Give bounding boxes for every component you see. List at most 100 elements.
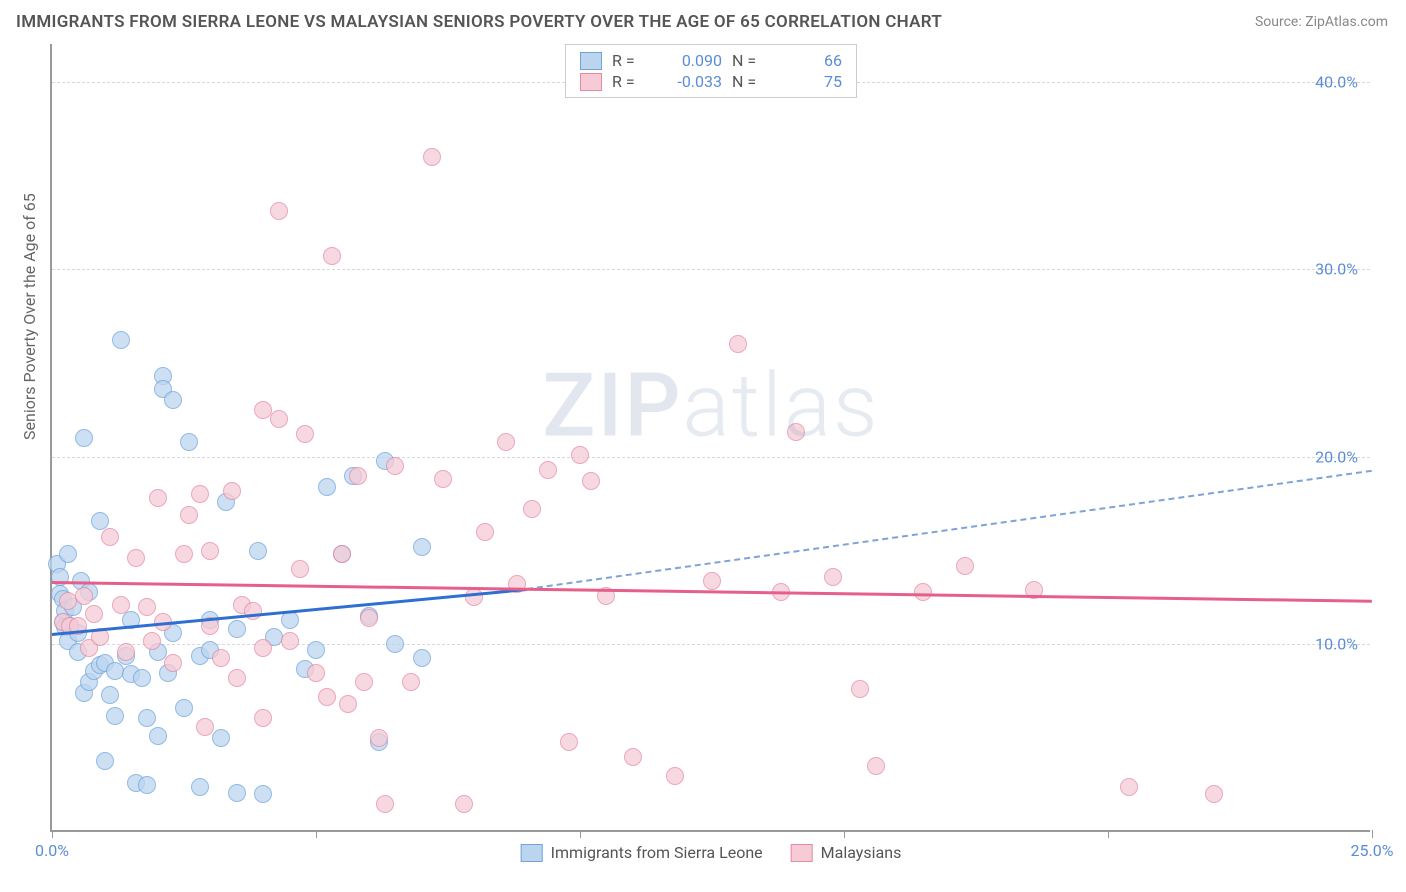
- data-point-malaysians: [191, 485, 209, 503]
- x-tick-mark: [580, 830, 581, 838]
- data-point-sierra_leone: [318, 478, 336, 496]
- source-prefix: Source:: [1255, 14, 1305, 30]
- data-point-malaysians: [175, 545, 193, 563]
- y-tick-label: 30.0%: [1315, 260, 1358, 279]
- y-tick-label: 40.0%: [1315, 72, 1358, 91]
- legend-r-value: 0.090: [658, 51, 722, 70]
- data-point-malaysians: [476, 523, 494, 541]
- data-point-malaysians: [339, 695, 357, 713]
- data-point-malaysians: [376, 795, 394, 813]
- legend-swatch: [521, 844, 543, 862]
- data-point-sierra_leone: [413, 649, 431, 667]
- gridline-h: [52, 457, 1370, 458]
- data-point-malaysians: [1205, 785, 1223, 803]
- data-point-sierra_leone: [149, 727, 167, 745]
- data-point-malaysians: [323, 247, 341, 265]
- data-point-sierra_leone: [307, 641, 325, 659]
- data-point-malaysians: [560, 733, 578, 751]
- data-point-malaysians: [423, 148, 441, 166]
- legend-row-malaysians: R =-0.033N =75: [580, 72, 842, 91]
- data-point-sierra_leone: [112, 331, 130, 349]
- data-point-malaysians: [223, 482, 241, 500]
- data-point-malaysians: [355, 673, 373, 691]
- gridline-h: [52, 644, 1370, 645]
- data-point-malaysians: [254, 709, 272, 727]
- data-point-malaysians: [956, 557, 974, 575]
- data-point-sierra_leone: [91, 512, 109, 530]
- data-point-malaysians: [571, 446, 589, 464]
- data-point-sierra_leone: [75, 429, 93, 447]
- data-point-sierra_leone: [106, 707, 124, 725]
- data-point-malaysians: [101, 528, 119, 546]
- x-tick-mark: [1372, 830, 1373, 838]
- data-point-sierra_leone: [101, 686, 119, 704]
- source-link[interactable]: ZipAtlas.com: [1305, 14, 1388, 30]
- watermark-bold: ZIP: [542, 354, 682, 457]
- source-attribution: Source: ZipAtlas.com: [1255, 14, 1388, 30]
- data-point-malaysians: [914, 583, 932, 601]
- data-point-malaysians: [465, 588, 483, 606]
- data-point-sierra_leone: [59, 545, 77, 563]
- data-point-malaysians: [349, 467, 367, 485]
- data-point-sierra_leone: [254, 785, 272, 803]
- data-point-malaysians: [867, 757, 885, 775]
- data-point-malaysians: [703, 572, 721, 590]
- data-point-malaysians: [201, 542, 219, 560]
- watermark: ZIPatlas: [542, 354, 879, 457]
- data-point-malaysians: [455, 795, 473, 813]
- data-point-malaysians: [851, 680, 869, 698]
- legend-n-value: 75: [778, 72, 842, 91]
- data-point-malaysians: [112, 596, 130, 614]
- watermark-thin: atlas: [683, 354, 880, 457]
- x-tick-mark: [1108, 830, 1109, 838]
- legend-n-value: 66: [778, 51, 842, 70]
- x-tick-mark: [844, 830, 845, 838]
- data-point-malaysians: [307, 664, 325, 682]
- data-point-sierra_leone: [386, 635, 404, 653]
- legend-n-label: N =: [732, 72, 768, 91]
- legend-series-label: Malaysians: [821, 843, 902, 862]
- data-point-malaysians: [624, 748, 642, 766]
- x-tick-mark: [316, 830, 317, 838]
- y-axis-label: Seniors Poverty Over the Age of 65: [20, 193, 39, 440]
- x-tick-mark: [52, 830, 53, 838]
- data-point-sierra_leone: [413, 538, 431, 556]
- data-point-malaysians: [117, 643, 135, 661]
- data-point-malaysians: [523, 500, 541, 518]
- plot-area: ZIPatlas R =0.090N =66R =-0.033N =75 Imm…: [50, 44, 1370, 832]
- y-tick-label: 20.0%: [1315, 447, 1358, 466]
- data-point-malaysians: [85, 605, 103, 623]
- data-point-sierra_leone: [138, 709, 156, 727]
- data-point-sierra_leone: [138, 776, 156, 794]
- legend-swatch: [580, 52, 602, 70]
- data-point-malaysians: [75, 587, 93, 605]
- legend-r-label: R =: [612, 72, 648, 91]
- gridline-h: [52, 269, 1370, 270]
- data-point-sierra_leone: [96, 752, 114, 770]
- data-point-malaysians: [270, 202, 288, 220]
- legend-item-sierra_leone: Immigrants from Sierra Leone: [521, 843, 763, 862]
- legend-r-label: R =: [612, 51, 648, 70]
- data-point-malaysians: [386, 457, 404, 475]
- data-point-malaysians: [434, 470, 452, 488]
- data-point-malaysians: [824, 568, 842, 586]
- data-point-malaysians: [180, 506, 198, 524]
- legend-swatch: [580, 73, 602, 91]
- data-point-malaysians: [143, 632, 161, 650]
- data-point-malaysians: [270, 410, 288, 428]
- x-tick-label: 0.0%: [35, 841, 69, 860]
- correlation-legend: R =0.090N =66R =-0.033N =75: [565, 44, 857, 98]
- chart-title: IMMIGRANTS FROM SIERRA LEONE VS MALAYSIA…: [16, 12, 942, 32]
- data-point-sierra_leone: [228, 784, 246, 802]
- data-point-sierra_leone: [180, 433, 198, 451]
- data-point-malaysians: [149, 489, 167, 507]
- data-point-malaysians: [333, 545, 351, 563]
- data-point-malaysians: [402, 673, 420, 691]
- data-point-malaysians: [196, 718, 214, 736]
- data-point-sierra_leone: [133, 669, 151, 687]
- legend-series-label: Immigrants from Sierra Leone: [551, 843, 763, 862]
- data-point-malaysians: [729, 335, 747, 353]
- legend-row-sierra_leone: R =0.090N =66: [580, 51, 842, 70]
- data-point-sierra_leone: [249, 542, 267, 560]
- trendline-ext-sierra_leone: [527, 470, 1372, 590]
